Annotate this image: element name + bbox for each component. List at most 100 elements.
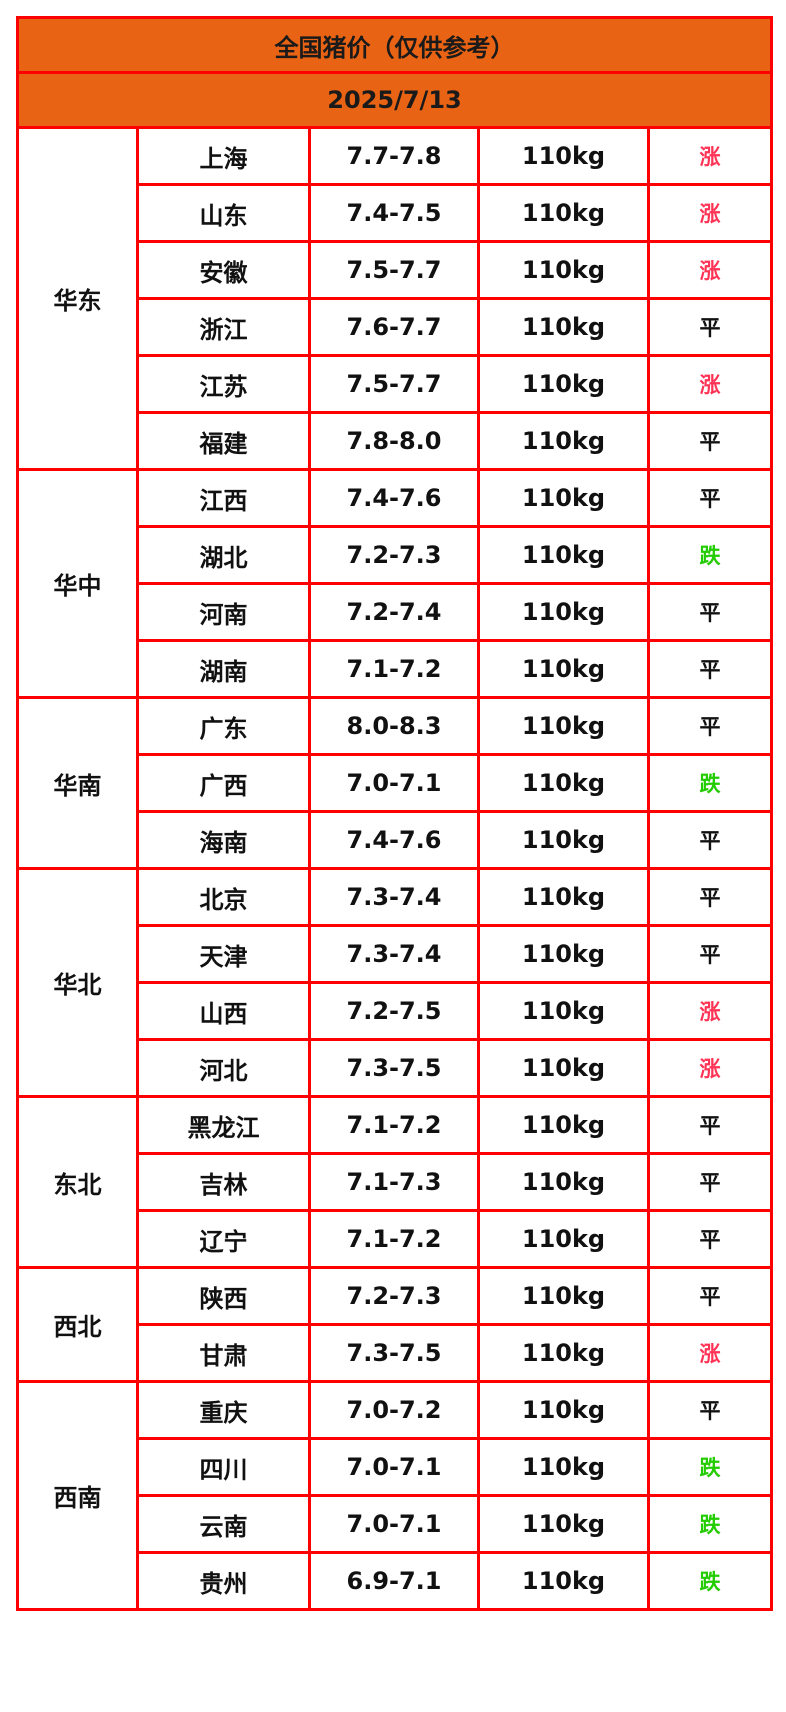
- weight-cell: 110kg: [477, 297, 650, 357]
- weight-cell: 110kg: [477, 411, 650, 471]
- weight-cell: 110kg: [477, 1266, 650, 1326]
- province-cell: 安徽: [136, 240, 311, 300]
- trend-cell: 平: [646, 867, 774, 927]
- price-cell: 6.9-7.1: [308, 1551, 480, 1611]
- province-cell: 湖南: [136, 639, 311, 699]
- table-row: 西南 重庆 7.0-7.2 110kg 平: [16, 1380, 774, 1611]
- price-cell: 7.1-7.2: [308, 1095, 480, 1155]
- weight-cell: 110kg: [477, 468, 650, 528]
- price-cell: 7.8-8.0: [308, 411, 480, 471]
- province-cell: 江苏: [136, 354, 311, 414]
- province-cell: 山东: [136, 183, 311, 243]
- price-cell: 7.3-7.4: [308, 867, 480, 927]
- table-row: 华东 上海 7.7-7.8 110kg 涨: [16, 126, 774, 471]
- province-cell: 吉林: [136, 1152, 311, 1212]
- weight-cell: 110kg: [477, 1152, 650, 1212]
- price-cell: 7.4-7.6: [308, 468, 480, 528]
- trend-cell: 平: [646, 1209, 774, 1269]
- table-row: 天津 7.3-7.4 110kg 平: [18, 924, 774, 984]
- table-row: 华中 江西 7.4-7.6 110kg 平: [16, 468, 774, 699]
- price-cell: 7.1-7.2: [308, 1209, 480, 1269]
- price-cell: 7.4-7.5: [308, 183, 480, 243]
- province-cell: 辽宁: [136, 1209, 311, 1269]
- price-cell: 7.0-7.1: [308, 1437, 480, 1497]
- trend-cell: 平: [646, 1095, 774, 1155]
- trend-cell: 涨: [646, 126, 774, 186]
- trend-cell: 平: [646, 1152, 774, 1212]
- table-row: 东北 黑龙江 7.1-7.2 110kg 平: [16, 1095, 774, 1269]
- trend-cell: 平: [646, 1266, 774, 1326]
- price-cell: 7.5-7.7: [308, 354, 480, 414]
- province-cell: 四川: [136, 1437, 311, 1497]
- price-cell: 7.2-7.4: [308, 582, 480, 642]
- province-cell: 河南: [136, 582, 311, 642]
- price-cell: 7.0-7.2: [308, 1380, 480, 1440]
- trend-cell: 平: [646, 411, 774, 471]
- trend-cell: 平: [646, 639, 774, 699]
- region-cell: 西北: [16, 1266, 139, 1383]
- table-row: 河南 7.2-7.4 110kg 平: [18, 582, 774, 642]
- weight-cell: 110kg: [477, 1380, 650, 1440]
- price-cell: 7.4-7.6: [308, 810, 480, 870]
- weight-cell: 110kg: [477, 1494, 650, 1554]
- trend-cell: 平: [646, 468, 774, 528]
- price-cell: 7.3-7.4: [308, 924, 480, 984]
- province-cell: 重庆: [136, 1380, 311, 1440]
- weight-cell: 110kg: [477, 867, 650, 927]
- trend-cell: 涨: [646, 1323, 774, 1383]
- region-cell: 华南: [16, 696, 139, 870]
- price-cell: 7.6-7.7: [308, 297, 480, 357]
- province-cell: 黑龙江: [136, 1095, 311, 1155]
- province-cell: 北京: [136, 867, 311, 927]
- price-cell: 7.2-7.5: [308, 981, 480, 1041]
- price-cell: 7.0-7.1: [308, 1494, 480, 1554]
- price-cell: 7.1-7.2: [308, 639, 480, 699]
- table-row: 西北 陕西 7.2-7.3 110kg 平: [16, 1266, 774, 1383]
- table-row: 江苏 7.5-7.7 110kg 涨: [18, 354, 774, 414]
- weight-cell: 110kg: [477, 1095, 650, 1155]
- table-row: 浙江 7.6-7.7 110kg 平: [18, 297, 774, 357]
- weight-cell: 110kg: [477, 1038, 650, 1098]
- province-cell: 甘肃: [136, 1323, 311, 1383]
- table-row: 云南 7.0-7.1 110kg 跌: [18, 1494, 774, 1554]
- price-cell: 8.0-8.3: [308, 696, 480, 756]
- province-cell: 陕西: [136, 1266, 311, 1326]
- province-cell: 湖北: [136, 525, 311, 585]
- province-cell: 广西: [136, 753, 311, 813]
- region-cell: 华北: [16, 867, 139, 1098]
- table-row: 福建 7.8-8.0 110kg 平: [18, 411, 774, 471]
- province-cell: 广东: [136, 696, 311, 756]
- trend-cell: 涨: [646, 1038, 774, 1098]
- weight-cell: 110kg: [477, 354, 650, 414]
- trend-cell: 涨: [646, 981, 774, 1041]
- table-row: 山西 7.2-7.5 110kg 涨: [18, 981, 774, 1041]
- weight-cell: 110kg: [477, 753, 650, 813]
- trend-cell: 跌: [646, 1494, 774, 1554]
- table-row: 四川 7.0-7.1 110kg 跌: [18, 1437, 774, 1497]
- trend-cell: 平: [646, 1380, 774, 1440]
- weight-cell: 110kg: [477, 183, 650, 243]
- weight-cell: 110kg: [477, 924, 650, 984]
- table-row: 贵州 6.9-7.1 110kg 跌: [18, 1551, 774, 1611]
- price-cell: 7.7-7.8: [308, 126, 480, 186]
- region-cell: 华东: [16, 126, 139, 471]
- province-cell: 浙江: [136, 297, 311, 357]
- table-row: 海南 7.4-7.6 110kg 平: [18, 810, 774, 870]
- province-cell: 河北: [136, 1038, 311, 1098]
- weight-cell: 110kg: [477, 525, 650, 585]
- table-date: 2025/7/13: [15, 71, 774, 129]
- table-row: 湖南 7.1-7.2 110kg 平: [18, 639, 774, 699]
- pig-price-table: 全国猪价（仅供参考） 2025/7/13 华东 上海 7.7-7.8 110kg 涨山东…: [15, 16, 774, 1611]
- table-row: 湖北 7.2-7.3 110kg 跌: [18, 525, 774, 585]
- table-row: 华北 北京 7.3-7.4 110kg 平: [16, 867, 774, 1098]
- price-cell: 7.5-7.7: [308, 240, 480, 300]
- weight-cell: 110kg: [477, 1551, 650, 1611]
- region-cell: 东北: [16, 1095, 139, 1269]
- table-row: 华南 广东 8.0-8.3 110kg 平: [16, 696, 774, 870]
- trend-cell: 平: [646, 582, 774, 642]
- weight-cell: 110kg: [477, 810, 650, 870]
- price-cell: 7.0-7.1: [308, 753, 480, 813]
- table-title: 全国猪价（仅供参考）: [15, 16, 774, 74]
- province-cell: 贵州: [136, 1551, 311, 1611]
- trend-cell: 跌: [646, 525, 774, 585]
